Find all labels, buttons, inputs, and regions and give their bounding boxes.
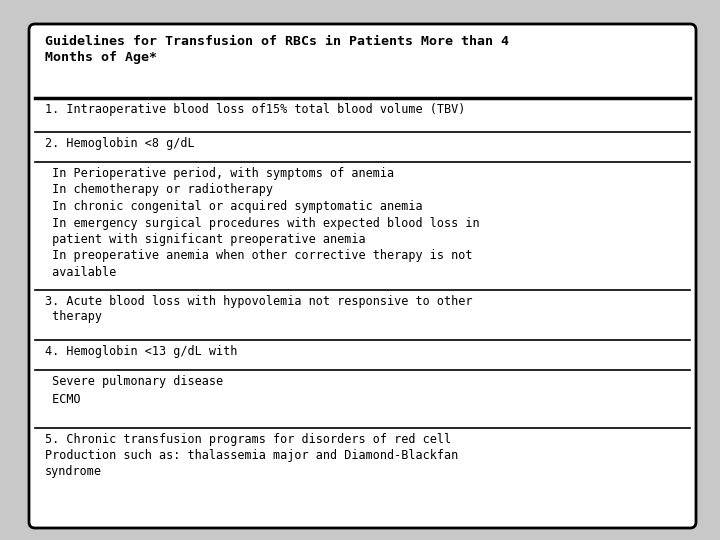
Text: 1. Intraoperative blood loss of15% total blood volume (TBV): 1. Intraoperative blood loss of15% total…: [45, 103, 465, 116]
Text: 3. Acute blood loss with hypovolemia not responsive to other
 therapy: 3. Acute blood loss with hypovolemia not…: [45, 295, 472, 323]
Text: Severe pulmonary disease
 ECMO: Severe pulmonary disease ECMO: [45, 375, 223, 406]
Text: Guidelines for Transfusion of RBCs in Patients More than 4
Months of Age*: Guidelines for Transfusion of RBCs in Pa…: [45, 35, 509, 64]
Text: In Perioperative period, with symptoms of anemia
 In chemotherapy or radiotherap: In Perioperative period, with symptoms o…: [45, 167, 480, 279]
Text: 4. Hemoglobin <13 g/dL with: 4. Hemoglobin <13 g/dL with: [45, 345, 238, 358]
FancyBboxPatch shape: [29, 24, 696, 528]
Text: 5. Chronic transfusion programs for disorders of red cell
Production such as: th: 5. Chronic transfusion programs for diso…: [45, 433, 458, 478]
Text: 2. Hemoglobin <8 g/dL: 2. Hemoglobin <8 g/dL: [45, 137, 194, 150]
